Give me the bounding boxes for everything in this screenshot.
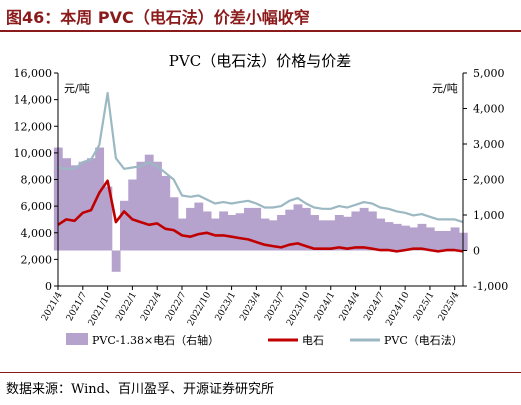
- y-left-tick-label: 4,000: [21, 227, 53, 240]
- y-right-tick-label: 1,000: [473, 209, 505, 222]
- spread-bar: [70, 165, 80, 251]
- y-right-tick-label: 3,000: [473, 138, 505, 151]
- spread-bar: [119, 200, 129, 251]
- spread-bar: [128, 179, 138, 251]
- spread-bar: [62, 158, 71, 251]
- y-left-tick-label: 6,000: [21, 200, 53, 213]
- x-tick-label: 2025/4: [437, 290, 462, 323]
- spread-bar: [111, 250, 121, 272]
- spread-bar: [186, 207, 195, 251]
- y-left-tick-label: 12,000: [14, 120, 53, 133]
- spread-bar: [95, 147, 105, 251]
- x-tick-label: 2022/7: [164, 290, 189, 323]
- y-right-unit: 元/吨: [432, 82, 458, 95]
- y-left-tick-label: 16,000: [14, 67, 53, 80]
- x-tick-label: 2022/4: [139, 290, 164, 323]
- bottom-rule: [0, 372, 521, 373]
- spread-bar: [136, 161, 146, 251]
- y-left-tick-label: 0: [45, 280, 52, 293]
- spread-area-layer: [53, 147, 468, 272]
- spread-bar: [351, 211, 361, 251]
- spread-bar: [310, 215, 319, 251]
- figure-title: 图46：本周 PVC（电石法）价差小幅收窄: [6, 8, 310, 27]
- y-left-unit: 元/吨: [64, 82, 90, 95]
- spread-bar: [334, 215, 344, 251]
- x-tick-label: 2021/4: [40, 290, 65, 323]
- spread-bar: [268, 220, 278, 251]
- spread-bar: [194, 202, 204, 251]
- spread-bar: [450, 227, 460, 251]
- top-rule: [0, 30, 521, 32]
- line-layer: [57, 91, 464, 253]
- spread-bar: [277, 215, 286, 251]
- data-source: 数据来源：Wind、百川盈孚、开源证券研究所: [6, 382, 274, 397]
- x-tick-label: 2022/1: [114, 291, 138, 323]
- x-tick-label: 2022/10: [186, 290, 213, 328]
- y-right-tick-label: 0: [473, 245, 480, 258]
- spread-bar: [367, 211, 377, 251]
- spread-bar: [359, 207, 369, 251]
- spread-bar: [219, 211, 229, 251]
- x-tick-label: 2024/7: [362, 290, 387, 323]
- legend-swatch-spread: [66, 333, 88, 345]
- spread-bar: [301, 207, 311, 251]
- pvc-carbide-price-line: [57, 91, 464, 224]
- y-right-tick-label: 5,000: [473, 67, 505, 80]
- y-left-tick-label: 8,000: [21, 174, 53, 187]
- spread-bar: [442, 230, 452, 251]
- x-tick-label: 2021/10: [87, 290, 114, 328]
- x-tick-label: 2023/1: [214, 291, 238, 323]
- spread-bar: [285, 209, 295, 251]
- spread-bar: [260, 218, 270, 251]
- spread-bar: [434, 230, 443, 251]
- y-left-tick-label: 10,000: [14, 147, 53, 160]
- legend: PVC-1.38×电石（右轴） 电石 PVC（电石法）: [66, 333, 463, 347]
- y-right-tick-label: -1,000: [473, 280, 508, 293]
- spread-bar: [86, 158, 96, 251]
- y-right-tick-label: 2,000: [473, 174, 505, 187]
- y-left-tick-label: 2,000: [21, 253, 53, 266]
- x-tick-label: 2023/4: [238, 290, 263, 323]
- x-tick-label: 2025/1: [412, 291, 436, 323]
- spread-bar: [153, 161, 162, 251]
- x-tick-label: 2023/7: [263, 290, 288, 323]
- spread-bar: [169, 197, 179, 251]
- spread-bar: [103, 186, 113, 251]
- x-tick-label: 2024/1: [313, 291, 337, 323]
- y-right-tick-label: 4,000: [473, 103, 505, 116]
- x-tick-label: 2024/4: [338, 290, 363, 323]
- spread-bar: [392, 223, 402, 251]
- spread-bar: [376, 218, 386, 251]
- spread-bar: [343, 216, 353, 251]
- carbide-price-line: [57, 179, 464, 253]
- spread-bar: [202, 211, 212, 251]
- chart: PVC（电石法）价格与价差 元/吨 元/吨 0 2,000 4,000 6,000 8,…: [14, 52, 509, 347]
- spread-bar: [293, 204, 303, 251]
- x-tick-label: 2024/10: [384, 290, 411, 328]
- spread-bar: [78, 161, 88, 251]
- spread-bar: [144, 154, 154, 251]
- x-tick-label: 2021/7: [65, 290, 90, 323]
- spread-bar: [235, 213, 245, 251]
- spread-bar: [401, 225, 410, 251]
- spread-bar: [252, 207, 262, 251]
- x-tick-label: 2023/10: [285, 290, 312, 328]
- chart-title: PVC（电石法）价格与价差: [169, 52, 351, 70]
- spread-bar: [409, 227, 419, 251]
- spread-bar: [417, 223, 427, 251]
- spread-bar: [318, 220, 328, 251]
- legend-label-pvc: PVC（电石法）: [384, 333, 463, 347]
- spread-bar: [425, 227, 435, 251]
- y-left-tick-label: 14,000: [14, 94, 53, 107]
- spread-bar: [227, 215, 237, 251]
- legend-label-spread: PVC-1.38×电石（右轴）: [92, 333, 219, 347]
- legend-label-carbide: 电石: [302, 334, 324, 347]
- spread-bar: [243, 207, 253, 251]
- spread-bar: [384, 222, 394, 251]
- spread-bar: [326, 220, 336, 251]
- spread-bar: [161, 175, 171, 251]
